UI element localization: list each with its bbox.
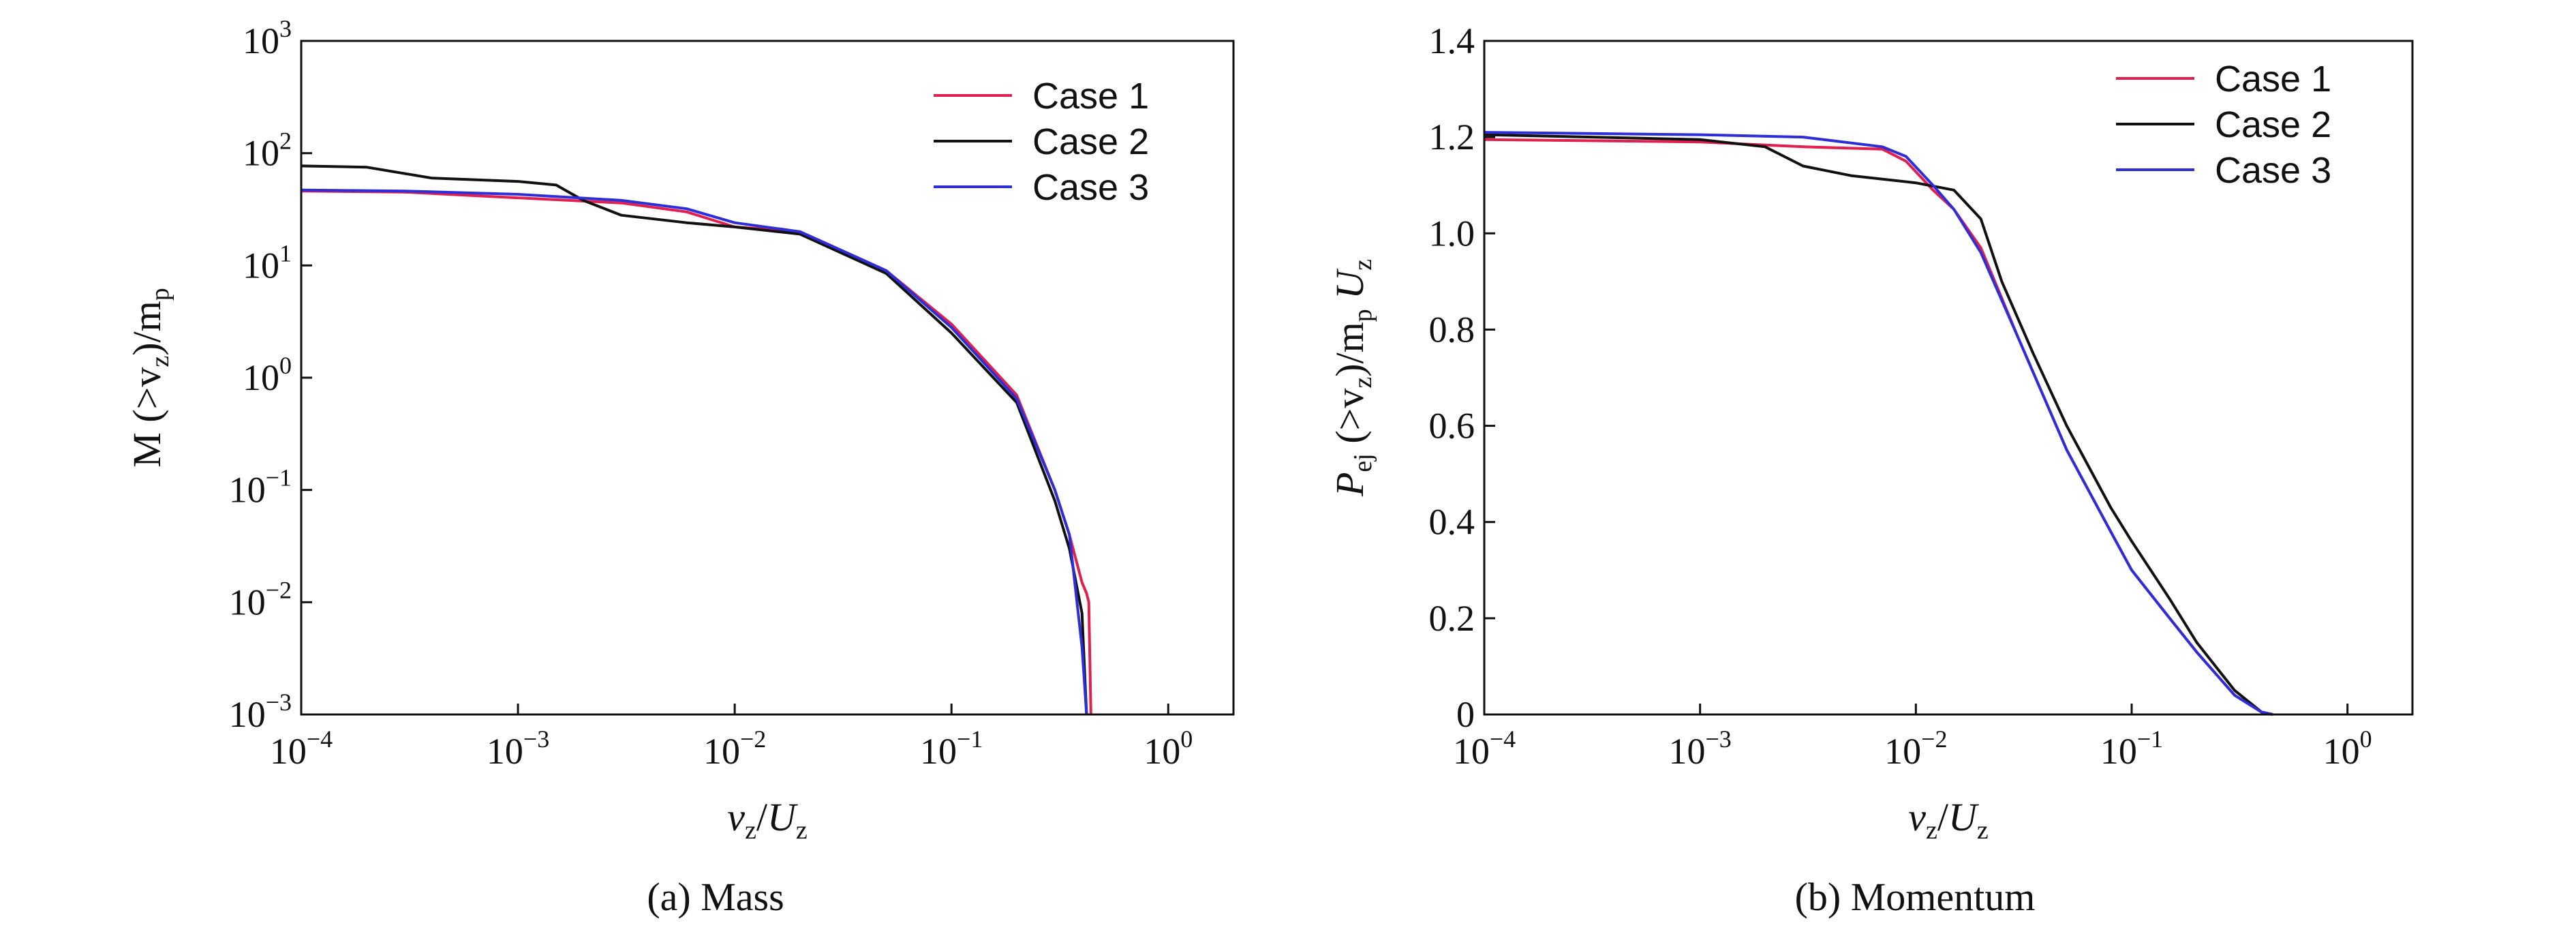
- y-tick-label: 0: [1456, 694, 1475, 735]
- legend-label-case-1: Case 1: [2215, 59, 2331, 100]
- y-tick-label: 1.4: [1429, 20, 1475, 61]
- y-tick-label: 0.6: [1429, 406, 1475, 447]
- y-tick-label: 10−3: [229, 689, 292, 735]
- x-tick-label: 10−1: [920, 725, 983, 772]
- plot-frame: [1483, 40, 2414, 716]
- y-tick-label: 103: [243, 15, 292, 61]
- x-tick-label: 10−4: [270, 725, 333, 772]
- panel-momentum: 10−4 10−3 10−2 10−1 100 0 0.2 0.4 0.6 0.8 1.0 1.2 1.…: [1328, 20, 2414, 919]
- series-line-case-1: [1484, 138, 2273, 716]
- series-line-case-1: [301, 190, 1092, 715]
- x-tick-label: 10−3: [487, 725, 549, 772]
- series-line-case-3: [301, 188, 1088, 715]
- y-tick-label: 1.0: [1429, 213, 1475, 254]
- x-tick-label: 100: [1144, 725, 1193, 772]
- panel-caption: (b) Momentum: [1795, 875, 2036, 919]
- y-axis-title: M (>vz)/mp: [125, 288, 174, 468]
- y-tick-label: 1.2: [1429, 117, 1475, 157]
- y-tick-label: 0.2: [1429, 598, 1475, 639]
- x-tick-label: 10−2: [1884, 725, 1947, 772]
- y-tick-label: 100: [243, 352, 292, 398]
- y-tick-label: 101: [243, 239, 292, 286]
- series-line-case-2: [301, 164, 1088, 715]
- y-tick-label: 102: [243, 127, 292, 174]
- x-tick-label: 10−3: [1669, 725, 1732, 772]
- x-tick-label: 10−1: [2100, 725, 2163, 772]
- panel-caption: (a) Mass: [647, 875, 784, 919]
- y-axis-title: Pej (>vz)/mp Uz: [1328, 259, 1377, 497]
- legend-label-case-2: Case 2: [1032, 121, 1149, 162]
- series-line-case-2: [1484, 133, 2273, 716]
- x-tick-label: 10−4: [1453, 725, 1516, 772]
- series-line-case-3: [1484, 131, 2273, 716]
- legend-label-case-3: Case 3: [2215, 150, 2331, 191]
- y-tick-label: 10−2: [229, 576, 292, 622]
- legend-label-case-2: Case 2: [2215, 104, 2331, 145]
- legend-label-case-3: Case 3: [1032, 167, 1149, 208]
- legend-label-case-1: Case 1: [1032, 76, 1149, 117]
- y-tick-label: 0.4: [1429, 502, 1475, 543]
- x-axis-title: vz/Uz: [1908, 795, 1989, 845]
- panel-mass: 10−4 10−3 10−2 10−1 10010−310−210−1100101102…: [125, 15, 1235, 919]
- x-axis-title: vz/Uz: [727, 795, 808, 845]
- y-tick-label: 0.8: [1429, 309, 1475, 350]
- x-tick-label: 100: [2323, 725, 2372, 772]
- x-tick-label: 10−2: [703, 725, 766, 772]
- y-tick-label: 10−1: [229, 464, 292, 511]
